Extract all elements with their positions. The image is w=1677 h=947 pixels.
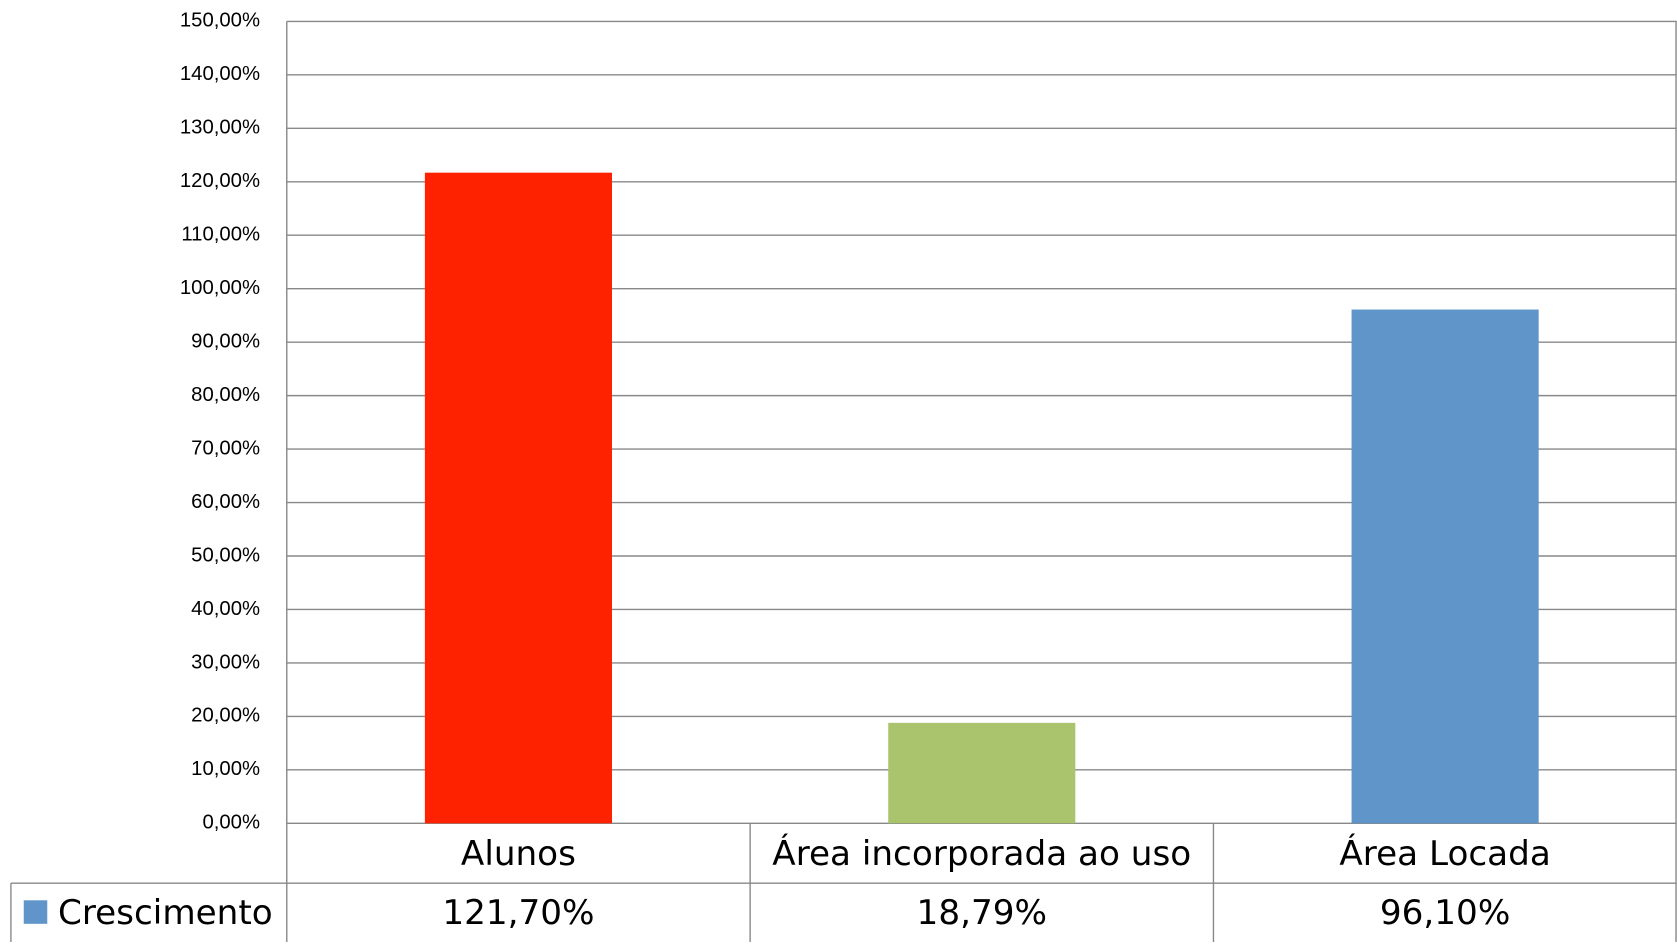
- bar: [424, 172, 612, 824]
- y-tick-label: 90,00%: [191, 331, 260, 353]
- y-tick-label: 20,00%: [191, 705, 260, 727]
- y-tick-label: 110,00%: [181, 224, 260, 246]
- bar: [1351, 309, 1539, 824]
- y-tick-label: 140,00%: [180, 63, 260, 85]
- data-table-value: 18,79%: [917, 893, 1047, 933]
- y-tick-label: 40,00%: [191, 598, 260, 620]
- y-tick-label: 10,00%: [191, 758, 260, 780]
- y-tick-label: 80,00%: [191, 384, 260, 406]
- y-tick-label: 120,00%: [180, 170, 260, 192]
- legend-label: Crescimento: [58, 893, 273, 933]
- x-tick-label: Alunos: [461, 834, 576, 874]
- x-tick-label: Área incorporada ao uso: [772, 833, 1191, 874]
- y-tick-label: 100,00%: [180, 277, 260, 299]
- data-table-value: 96,10%: [1380, 893, 1510, 933]
- y-tick-label: 30,00%: [191, 651, 260, 673]
- y-tick-label: 130,00%: [180, 117, 260, 139]
- y-tick-label: 70,00%: [191, 437, 260, 459]
- y-tick-label: 150,00%: [180, 10, 260, 32]
- y-tick-label: 50,00%: [191, 544, 260, 566]
- x-tick-label: Área Locada: [1339, 833, 1550, 874]
- y-tick-label: 0,00%: [202, 812, 260, 834]
- y-tick-label: 60,00%: [191, 491, 260, 513]
- data-table-value: 121,70%: [442, 893, 594, 933]
- legend-swatch: [23, 900, 48, 924]
- bar: [888, 722, 1076, 824]
